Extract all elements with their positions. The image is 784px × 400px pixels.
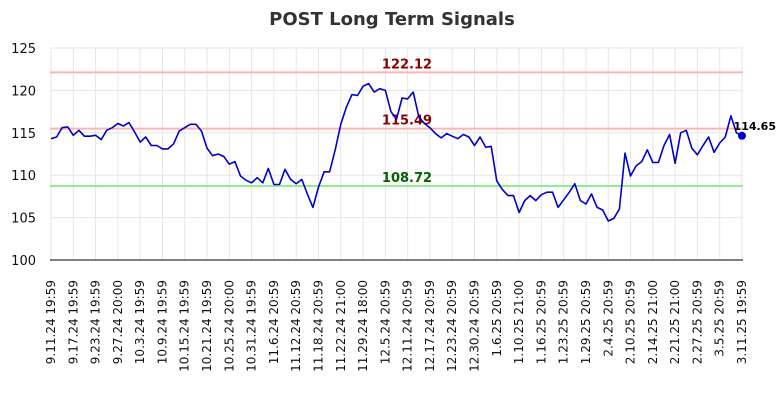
x-tick-label: 10.21.24 19:59 — [200, 280, 214, 372]
reference-label: 122.12 — [382, 57, 432, 72]
x-tick-label: 10.3.24 19:59 — [133, 280, 147, 364]
x-tick-label: 9.23.24 19:59 — [89, 280, 103, 364]
x-tick-label: 11.12.24 20:59 — [289, 280, 303, 372]
x-tick-label: 11.18.24 20:59 — [311, 280, 325, 372]
x-tick-label: 9.17.24 19:59 — [66, 280, 80, 364]
grid-lines — [50, 47, 743, 261]
x-tick-label: 3.5.25 20:59 — [713, 280, 727, 357]
y-tick-label: 105 — [11, 212, 36, 227]
x-tick-label: 12.5.24 20:59 — [378, 280, 392, 364]
last-value-label: 114.65 — [734, 120, 776, 133]
y-tick-label: 120 — [11, 84, 36, 99]
x-tick-label: 10.31.24 19:59 — [245, 280, 259, 372]
x-tick-label: 9.11.24 19:59 — [44, 280, 58, 364]
x-tick-label: 1.10.25 21:00 — [512, 280, 526, 364]
x-tick-label: 10.15.24 19:59 — [178, 280, 192, 372]
x-tick-label: 2.27.25 20:59 — [690, 280, 704, 364]
x-tick-label: 11.22.24 21:00 — [334, 280, 348, 372]
reference-lines: 122.12 115.49 108.72 — [50, 57, 743, 188]
y-tick-label: 125 — [11, 42, 36, 57]
x-tick-label: 12.11.24 20:59 — [401, 280, 415, 372]
x-tick-label: 10.9.24 19:59 — [155, 280, 169, 364]
x-tick-label: 9.27.24 20:00 — [111, 280, 125, 364]
last-value-marker — [738, 131, 746, 140]
reference-label: 108.72 — [382, 171, 432, 186]
x-tick-label: 10.25.24 20:00 — [222, 280, 236, 372]
x-tick-label: 3.11.25 19:59 — [735, 280, 749, 364]
x-tick-label: 2.14.25 21:00 — [646, 280, 660, 364]
reference-label: 115.49 — [382, 114, 432, 129]
x-tick-label: 12.30.24 20:59 — [468, 280, 482, 372]
x-tick-labels: 9.11.24 19:59 9.17.24 19:59 9.23.24 19:59 9… — [44, 280, 749, 372]
x-tick-label: 1.6.25 20:59 — [490, 280, 504, 357]
x-tick-label: 2.10.25 20:59 — [624, 280, 638, 364]
series-group — [50, 82, 743, 222]
annotations: 114.65 — [734, 120, 776, 140]
x-tick-label: 1.16.25 20:59 — [534, 280, 548, 364]
x-tick-label: 2.4.25 20:59 — [601, 280, 615, 357]
x-tick-label: 1.23.25 20:59 — [557, 280, 571, 364]
x-tick-label: 11.6.24 20:59 — [267, 280, 281, 364]
x-tick-label: 12.23.24 20:59 — [445, 280, 459, 372]
x-tick-label: 2.21.25 21:00 — [668, 280, 682, 364]
chart-title: POST Long Term Signals — [269, 9, 515, 30]
y-tick-label: 110 — [11, 169, 36, 184]
price-line — [50, 82, 743, 222]
y-tick-label: 100 — [11, 254, 36, 269]
y-tick-label: 115 — [11, 127, 36, 142]
x-tick-label: 11.29.24 18:00 — [356, 280, 370, 372]
y-tick-labels: 100 105 110 115 120 125 — [11, 42, 36, 269]
x-tick-label: 1.29.25 20:59 — [579, 280, 593, 364]
x-tick-label: 12.17.24 20:59 — [423, 280, 437, 372]
